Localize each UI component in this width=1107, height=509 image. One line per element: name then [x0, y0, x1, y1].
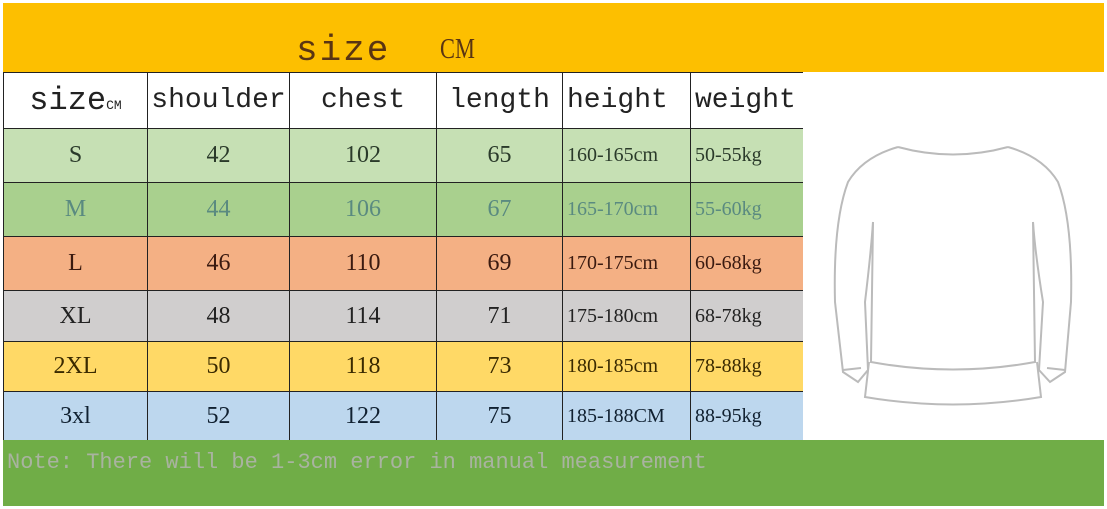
header-size: sizeCM [3, 72, 148, 129]
cell-weight: 60-68kg [690, 236, 807, 291]
cell-height: 185-188CM [562, 391, 691, 441]
cell-shoulder: 42 [147, 128, 290, 183]
cell-size: 2XL [3, 341, 148, 392]
cell-weight: 55-60kg [690, 182, 807, 237]
cell-chest: 106 [289, 182, 437, 237]
table-row: XL 48 114 71 175-180cm 68-78kg [3, 290, 807, 342]
cell-chest: 118 [289, 341, 437, 392]
cell-chest: 122 [289, 391, 437, 441]
cell-length: 75 [436, 391, 563, 441]
cell-length: 73 [436, 341, 563, 392]
measurement-note: Note: There will be 1-3cm error in manua… [7, 450, 707, 475]
header-weight: weight [690, 72, 807, 129]
table-row: M 44 106 67 165-170cm 55-60kg [3, 182, 807, 237]
cell-size: XL [3, 290, 148, 342]
sweatshirt-outline-icon [833, 146, 1073, 406]
cell-weight: 78-88kg [690, 341, 807, 392]
cell-height: 175-180cm [562, 290, 691, 342]
cell-size: M [3, 182, 148, 237]
cell-weight: 50-55kg [690, 128, 807, 183]
cell-size: L [3, 236, 148, 291]
header-shoulder: shoulder [147, 72, 290, 129]
title-bar [3, 3, 1104, 72]
cell-length: 69 [436, 236, 563, 291]
cell-length: 71 [436, 290, 563, 342]
cell-height: 165-170cm [562, 182, 691, 237]
cell-shoulder: 44 [147, 182, 290, 237]
cell-height: 160-165cm [562, 128, 691, 183]
table-row: 3xl 52 122 75 185-188CM 88-95kg [3, 391, 807, 441]
cell-shoulder: 46 [147, 236, 290, 291]
cell-weight: 68-78kg [690, 290, 807, 342]
header-height: height [562, 72, 691, 129]
chart-title-unit: CM [440, 34, 475, 65]
chart-title: size [296, 30, 391, 71]
table-row: L 46 110 69 170-175cm 60-68kg [3, 236, 807, 291]
cell-size: S [3, 128, 148, 183]
cell-shoulder: 52 [147, 391, 290, 441]
sweatshirt-image [803, 72, 1104, 440]
size-table: sizeCM shoulder chest length height weig… [3, 72, 807, 441]
cell-chest: 114 [289, 290, 437, 342]
cell-weight: 88-95kg [690, 391, 807, 441]
cell-shoulder: 48 [147, 290, 290, 342]
cell-height: 180-185cm [562, 341, 691, 392]
cell-chest: 102 [289, 128, 437, 183]
header-length: length [436, 72, 563, 129]
cell-length: 65 [436, 128, 563, 183]
cell-chest: 110 [289, 236, 437, 291]
header-chest: chest [289, 72, 437, 129]
cell-shoulder: 50 [147, 341, 290, 392]
note-bar: Note: There will be 1-3cm error in manua… [3, 440, 1104, 506]
cell-size: 3xl [3, 391, 148, 441]
table-row: S 42 102 65 160-165cm 50-55kg [3, 128, 807, 183]
table-row: 2XL 50 118 73 180-185cm 78-88kg [3, 341, 807, 392]
cell-length: 67 [436, 182, 563, 237]
cell-height: 170-175cm [562, 236, 691, 291]
table-header-row: sizeCM shoulder chest length height weig… [3, 72, 807, 129]
